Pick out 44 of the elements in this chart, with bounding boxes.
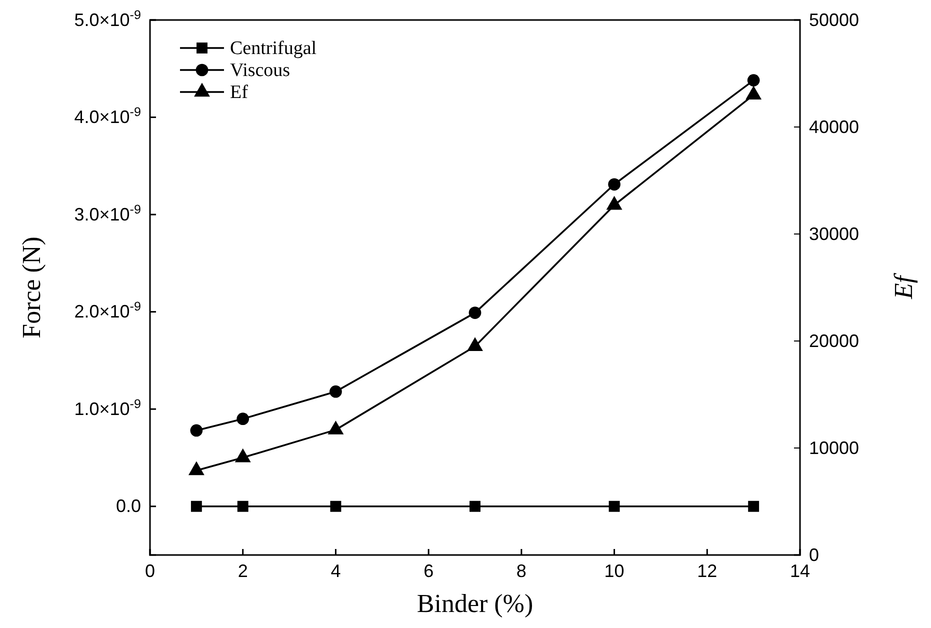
y2-tick-label: 50000 [809, 10, 860, 30]
point [746, 86, 762, 100]
y2-tick-label: 0 [809, 544, 820, 565]
x-tick-label: 14 [790, 560, 810, 581]
point [608, 178, 620, 191]
x-tick-label: 6 [424, 560, 434, 581]
x-tick-label: 4 [330, 560, 341, 581]
point [234, 448, 251, 462]
x-tick-label: 2 [238, 560, 248, 581]
y-tick-label: 0.0 [116, 496, 141, 516]
x-tick-label: 10 [604, 560, 624, 581]
x-axis-title: Binder (%) [416, 589, 534, 618]
y-tick-label: 1.0×10$^{-9}$ [74, 396, 141, 419]
point [236, 412, 250, 425]
point [747, 74, 760, 86]
y-tick-label: 2.0×10$^{-9}$ [74, 300, 141, 322]
legend-label: Viscous [230, 60, 290, 81]
point [237, 500, 248, 512]
y-axis-title: Force (N) [17, 236, 46, 338]
legend-label: Ef [230, 82, 249, 103]
point [606, 196, 622, 210]
y2-tick-label: 20000 [809, 330, 860, 351]
point [330, 500, 342, 512]
point [608, 500, 620, 512]
point [748, 500, 760, 512]
legend-label: Centrifugal [230, 38, 317, 59]
y2-axis-title: Ef [889, 272, 918, 300]
point [190, 500, 202, 512]
point [190, 424, 203, 437]
y2-tick-label: 30000 [809, 224, 860, 244]
point [467, 337, 483, 351]
y-tick-label: 3.0×10$^{-9}$ [74, 202, 141, 224]
y2-tick-label: 40000 [809, 116, 860, 137]
x-tick-label: 8 [516, 560, 526, 581]
y-tick-label: 4.0×10$^{-9}$ [74, 105, 141, 128]
x-tick-label: 12 [697, 560, 718, 581]
point [330, 385, 342, 398]
y-tick-label: 5.0×10$^{-9}$ [74, 8, 141, 30]
point [470, 500, 480, 512]
point [328, 420, 344, 434]
x-tick-label: 0 [144, 560, 156, 581]
point [468, 306, 482, 319]
y2-tick-label: 10000 [809, 438, 860, 458]
point [188, 461, 204, 476]
